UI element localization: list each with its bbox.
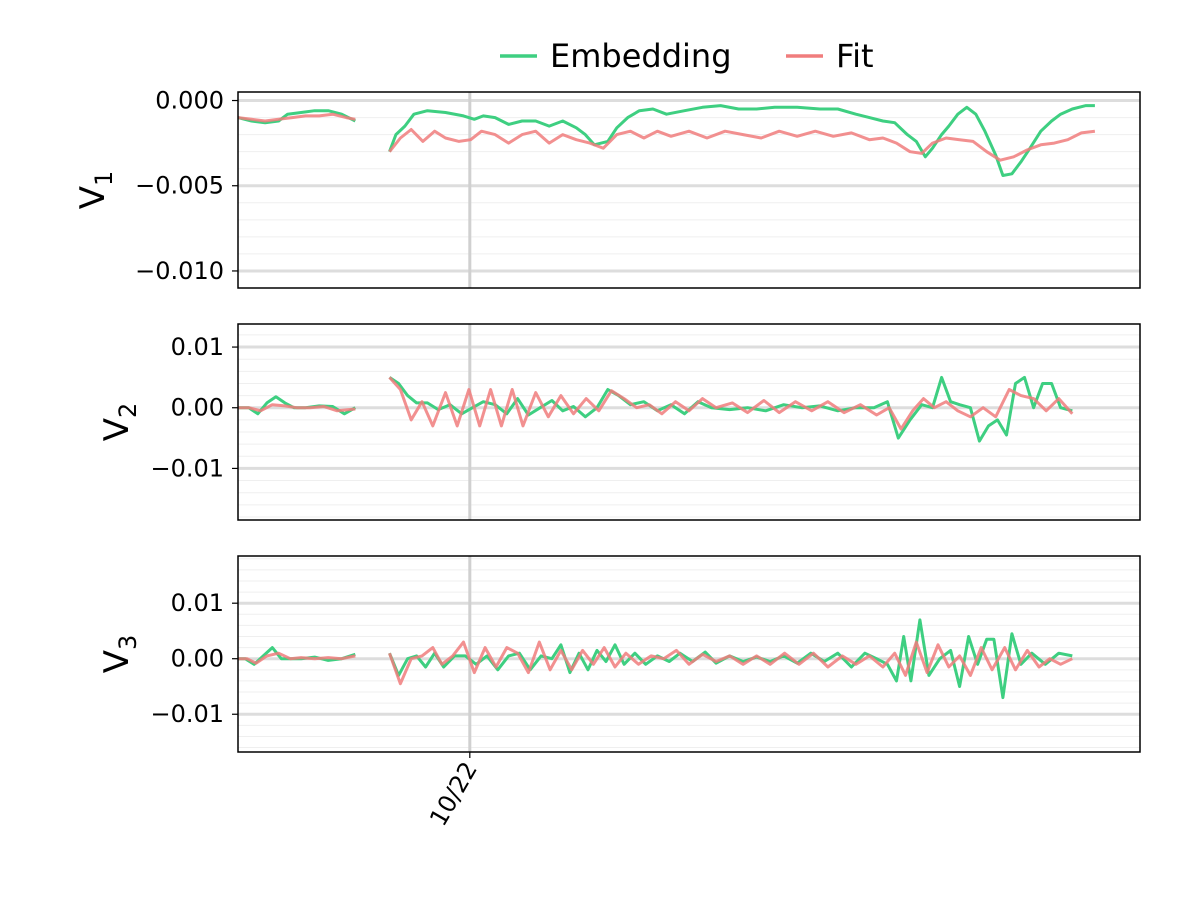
series-group	[238, 104, 1096, 177]
series-line-fit	[238, 112, 356, 123]
y-tick-label: −0.010	[135, 257, 224, 285]
y-tick-label: −0.01	[150, 700, 224, 728]
chart-panels: 0.000−0.005−0.010V10.010.00−0.01V20.010.…	[73, 87, 1141, 753]
legend-label-embedding: Embedding	[550, 37, 732, 75]
series-line-fit	[388, 376, 1074, 431]
series-line-embedding	[388, 104, 1095, 177]
series-line-fit	[388, 128, 1096, 162]
y-tick-label: −0.01	[150, 454, 224, 482]
series-line-embedding	[388, 375, 1073, 443]
panel-frame	[237, 91, 1141, 289]
y-axis-title-main: V	[97, 418, 137, 441]
y-tick-label: 0.01	[171, 589, 224, 617]
series-line-embedding	[238, 109, 356, 125]
panel-3: 0.01 0.00 −0.01 V3	[97, 555, 1141, 753]
series-group	[238, 375, 1074, 443]
x-tick-label: 10/22	[424, 757, 483, 831]
panel-frame	[237, 555, 1141, 753]
y-axis-title-subscript: 2	[114, 403, 142, 418]
y-tick-label: 0.00	[171, 645, 224, 673]
y-tick-label: 0.01	[171, 333, 224, 361]
y-axis-title: V3	[97, 635, 142, 674]
shared-x-axis: 10/22	[424, 752, 483, 831]
y-tick-label: −0.005	[135, 172, 224, 200]
y-tick-label: 0.000	[155, 87, 224, 115]
series-line-fit	[238, 403, 356, 413]
series-line-fit	[238, 651, 356, 665]
chart-legend: Embedding Fit	[500, 37, 874, 75]
y-axis-title: V2	[97, 403, 142, 442]
series-line-embedding	[238, 646, 356, 666]
y-axis-title: V1	[73, 171, 118, 210]
y-axis-title-subscript: 1	[90, 171, 118, 186]
y-axis-title-main: V	[97, 650, 137, 673]
y-axis-title-subscript: 3	[114, 635, 142, 650]
panel-2: 0.01 0.00 −0.01 V2	[97, 323, 1141, 521]
y-axis-title-main: V	[73, 186, 113, 209]
legend-label-fit: Fit	[836, 37, 874, 75]
panel-frame	[237, 323, 1141, 521]
series-group	[238, 618, 1073, 700]
series-line-fit	[388, 640, 1073, 686]
y-tick-label: 0.00	[171, 394, 224, 422]
panel-1: 0.000 −0.005 −0.010 V1	[73, 87, 1141, 289]
